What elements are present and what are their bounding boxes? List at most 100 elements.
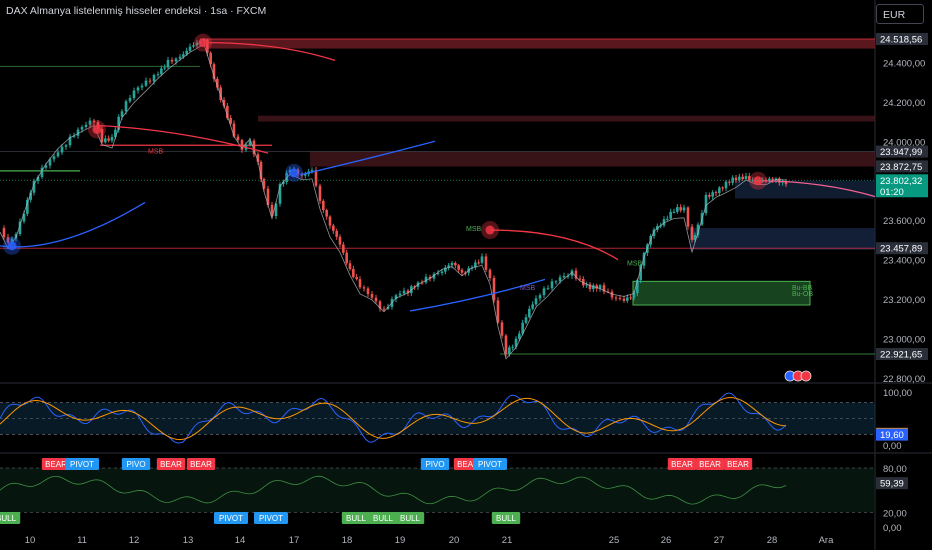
candle-body [748, 176, 751, 181]
regression-curve [97, 124, 269, 154]
pivot-tag [695, 458, 725, 470]
candle-body [531, 304, 534, 309]
pivot-marker [753, 176, 763, 186]
candle-body [182, 54, 185, 57]
pivot-tag [156, 458, 186, 470]
candle-body [669, 211, 672, 219]
candle-body [278, 184, 282, 204]
pivot-tag-label: BEAR [190, 460, 212, 469]
annotation-label: Bu-BB [792, 285, 813, 292]
candle-body [440, 271, 444, 274]
candle-body [174, 58, 178, 62]
candle-body [521, 322, 524, 334]
pivot-tag [254, 512, 288, 524]
pivot-marker [7, 241, 17, 251]
stoch-label: 19,60 [880, 430, 904, 441]
candle-body [52, 156, 56, 160]
candle-body [550, 281, 554, 289]
candle-body [236, 136, 240, 141]
candle-body [64, 145, 68, 147]
candle-body [209, 52, 212, 65]
pivot-tag [341, 512, 371, 524]
pivot-tick-label: 0,00 [883, 523, 902, 534]
candle-body [546, 288, 550, 290]
price-label-box [876, 174, 928, 187]
x-tick-label: 21 [502, 535, 513, 546]
pivot-tag [0, 512, 21, 524]
candle-body [132, 90, 136, 99]
pivot-tag-label: BEAR [727, 460, 749, 469]
candle-body [355, 277, 358, 280]
candle-body [398, 293, 402, 296]
candle-body [496, 300, 500, 323]
candle-body [534, 298, 538, 305]
x-tick-label: 27 [714, 535, 725, 546]
pivot-tick-label: 80,00 [883, 464, 907, 475]
candle-body [322, 200, 325, 211]
x-tick-label: 17 [289, 535, 300, 546]
candle-body [629, 297, 632, 299]
pivot-marker [485, 225, 495, 235]
pivot-tag-label: BULL [496, 514, 517, 523]
price-label-box [876, 348, 928, 360]
price-tick-label: 24.000,00 [883, 137, 925, 148]
candle-body [662, 219, 666, 226]
regression-curve [204, 42, 336, 62]
chart-title: DAX Almanya listelenmiş hisseler endeksi… [6, 5, 267, 17]
regression-curve [754, 180, 876, 198]
pivot-tag [420, 458, 450, 470]
candle-body [602, 285, 606, 292]
candle-body [614, 297, 618, 299]
candle-body [72, 135, 76, 137]
annotation-label: MSB [520, 285, 536, 292]
price-tick-label: 23.200,00 [883, 295, 925, 306]
zones [0, 38, 875, 355]
candle-body [718, 187, 721, 194]
price-tick-label: 23.600,00 [883, 216, 925, 227]
pivot-tag-label: BEAR [45, 460, 67, 469]
candle-body [232, 123, 236, 137]
candle-body [216, 78, 219, 88]
candle-body [734, 177, 738, 181]
candle-body [639, 265, 642, 281]
candle-body [690, 226, 694, 240]
x-tick-label: 13 [183, 535, 194, 546]
candle-body [345, 252, 348, 264]
candle-body [285, 172, 288, 182]
pivot-tag-label: BULL [373, 514, 394, 523]
candle-body [714, 192, 718, 194]
candle-body [156, 74, 160, 76]
candle-body [558, 277, 562, 282]
candle-body [68, 136, 72, 146]
x-tick-label: 26 [661, 535, 672, 546]
candle-body [436, 273, 440, 275]
currency-selector[interactable]: EUR [876, 4, 924, 24]
candle-body [450, 262, 454, 266]
candle-body [100, 128, 104, 143]
candle-body [741, 176, 744, 180]
pivot-tag [214, 512, 248, 524]
candle-body [432, 273, 436, 279]
pivot-tick-label: 20,00 [883, 508, 907, 519]
candle-body [362, 287, 366, 289]
price-label: 23.457,89 [880, 244, 922, 255]
pivot-tag-label: PIVOT [259, 514, 283, 523]
candle-body [477, 262, 480, 264]
candle-body [325, 210, 328, 217]
price-tick-label: 24.400,00 [883, 58, 925, 69]
candle-body [152, 74, 156, 82]
candle-body [504, 335, 508, 354]
candle-body [22, 213, 26, 222]
pivot-marker [92, 124, 102, 134]
x-tick-label: Ara [819, 535, 835, 546]
candle-body [140, 85, 144, 88]
pivot-tag-label: BULL [400, 514, 421, 523]
candle-body [266, 188, 270, 205]
x-tick-label: 25 [609, 535, 620, 546]
candle-body [492, 277, 496, 301]
candle-body [262, 178, 266, 189]
candle-body [144, 80, 148, 86]
